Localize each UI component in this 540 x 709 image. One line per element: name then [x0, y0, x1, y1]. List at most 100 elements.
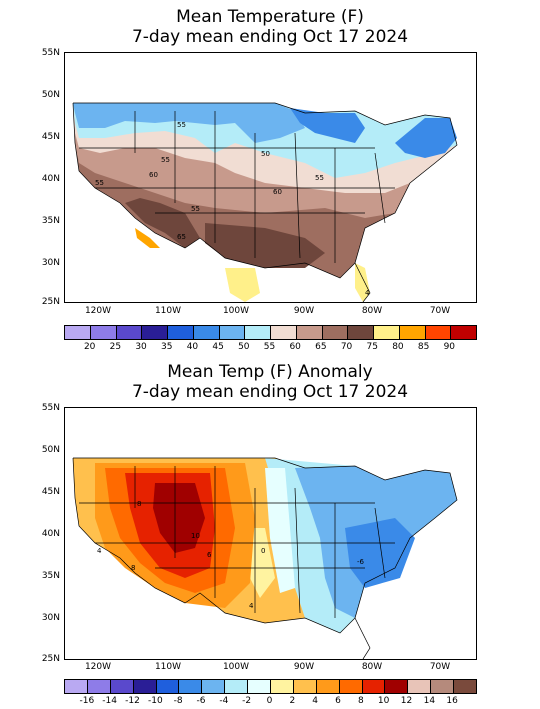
top-boundaries — [72, 102, 458, 302]
top-colorbar-label: 85 — [417, 342, 430, 352]
top-colorbar-swatch — [193, 326, 220, 339]
top-lat-label: 45N — [41, 132, 60, 142]
bottom-colorbar-swatch — [179, 680, 203, 693]
top-title-line2: 7-day mean ending Oct 17 2024 — [131, 27, 409, 47]
top-colorbar-label: 75 — [366, 342, 378, 352]
bottom-lon-label: 90W — [293, 662, 315, 672]
top-contour-label: 55 — [191, 205, 200, 213]
top-contour-label: 55 — [315, 174, 324, 182]
top-colorbar-swatch — [219, 326, 246, 339]
bottom-contour-label: 4 — [97, 547, 102, 555]
bottom-colorbar-label: 10 — [377, 696, 390, 706]
bottom-colorbar-label: 8 — [357, 696, 364, 706]
top-contour-label: 65 — [177, 233, 186, 241]
top-contour-labels: 55 50 55 60 55 65 55 60 55 4 — [95, 121, 370, 297]
bottom-colorbar-label: -16 — [79, 696, 95, 706]
top-lon-label: 70W — [429, 306, 451, 316]
bottom-colorbar-label: -4 — [219, 696, 229, 706]
bottom-colorbar-label: 4 — [312, 696, 319, 706]
bottom-us-anomaly-field — [73, 458, 457, 633]
top-colorbar-label: 35 — [161, 342, 173, 352]
top-colorbar-swatch — [168, 326, 194, 339]
bottom-contour-label: 8 — [137, 500, 141, 508]
bottom-colorbar-label: -2 — [242, 696, 252, 706]
bottom-colorbar-label: 6 — [335, 696, 341, 706]
bottom-colorbar-label: -14 — [102, 696, 117, 706]
top-contour-label: 60 — [149, 171, 158, 179]
bottom-colorbar-swatch — [110, 680, 134, 693]
bottom-colorbar-swatch — [87, 680, 111, 693]
top-contour-label: 55 — [95, 179, 104, 187]
bottom-colorbar-swatch — [248, 680, 272, 693]
top-contour-label: 55 — [177, 121, 186, 129]
bottom-colorbar-label: -8 — [173, 696, 183, 706]
bottom-colorbar-label: 0 — [266, 696, 273, 706]
bottom-colorbar-swatch — [225, 680, 249, 693]
bottom-colorbar-label: 16 — [446, 696, 458, 706]
top-title-line1: Mean Temperature (F) — [176, 7, 364, 27]
bottom-colorbar-swatch — [362, 680, 386, 693]
bottom-colorbar-swatch — [408, 680, 432, 693]
top-lat-label: 30N — [41, 258, 60, 268]
top-colorbar-label: 90 — [443, 342, 456, 352]
bottom-title-line1: Mean Temp (F) Anomaly — [167, 362, 373, 382]
top-colorbar-swatch — [65, 326, 91, 339]
top-colorbar-label: 80 — [392, 342, 404, 352]
bottom-contour-label: -6 — [357, 558, 365, 566]
bottom-colorbar — [64, 679, 477, 694]
top-colorbar-swatch — [116, 326, 143, 339]
bottom-lon-label: 100W — [222, 662, 250, 672]
top-lat-label: 25N — [41, 297, 60, 307]
bottom-colorbar-swatch — [133, 680, 157, 693]
top-colorbar-label: 20 — [83, 342, 96, 352]
top-lat-label: 35N — [41, 216, 60, 226]
top-colorbar-label: 50 — [238, 342, 250, 352]
bottom-colorbar-swatch — [293, 680, 317, 693]
bottom-anomaly-map: 8 10 8 6 4 0 -6 4 — [72, 457, 458, 659]
top-lat-label: 50N — [41, 90, 60, 100]
bottom-colorbar-swatch — [339, 680, 363, 693]
bottom-lon-label: 120W — [84, 662, 112, 672]
top-colorbar-label: 30 — [135, 342, 147, 352]
top-lon-label: 110W — [154, 306, 182, 316]
bottom-colorbar-label: 14 — [423, 696, 436, 706]
top-colorbar-swatch — [245, 326, 271, 339]
top-colorbar-swatch — [348, 326, 374, 339]
top-lat-label: 40N — [41, 174, 60, 184]
top-colorbar-label: 65 — [315, 342, 327, 352]
bottom-lat-label: 35N — [41, 571, 60, 581]
bottom-lat-label: 45N — [41, 487, 60, 497]
bottom-contour-label: 0 — [261, 547, 265, 555]
bottom-lon-label: 110W — [154, 662, 182, 672]
bottom-lat-label: 40N — [41, 529, 60, 539]
top-contour-label: 4 — [365, 289, 370, 297]
bottom-colorbar-swatch — [431, 680, 455, 693]
bottom-lat-label: 30N — [41, 613, 60, 623]
bottom-colorbar-swatch — [454, 680, 477, 693]
bottom-contour-label: 8 — [131, 564, 135, 572]
bottom-colorbar-swatch — [156, 680, 180, 693]
top-colorbar-label: 25 — [109, 342, 122, 352]
bottom-colorbar-label: -12 — [125, 696, 140, 706]
bottom-colorbar-swatch — [65, 680, 88, 693]
bottom-contour-label: 10 — [191, 532, 200, 540]
bottom-colorbar-label: 2 — [289, 696, 296, 706]
bottom-colorbar-swatch — [202, 680, 226, 693]
bottom-colorbar-label: -6 — [196, 696, 206, 706]
bottom-lat-label: 55N — [41, 403, 60, 413]
top-colorbar-swatch — [271, 326, 297, 339]
top-colorbar-swatch — [142, 326, 168, 339]
bottom-lon-label: 70W — [429, 662, 451, 672]
top-colorbar — [64, 325, 477, 340]
bottom-lat-label: 50N — [41, 445, 60, 455]
top-colorbar-swatch — [451, 326, 476, 339]
top-lon-label: 80W — [361, 306, 383, 316]
top-lat-label: 55N — [41, 48, 60, 58]
top-map-panel: 55 50 55 60 55 65 55 60 55 4 — [64, 52, 477, 303]
bottom-colorbar-swatch — [385, 680, 409, 693]
bottom-colorbar-swatch — [316, 680, 340, 693]
bottom-colorbar-swatch — [271, 680, 294, 693]
top-contour-label: 55 — [161, 156, 170, 164]
bottom-boundaries — [72, 457, 458, 659]
top-colorbar-label: 40 — [186, 342, 199, 352]
